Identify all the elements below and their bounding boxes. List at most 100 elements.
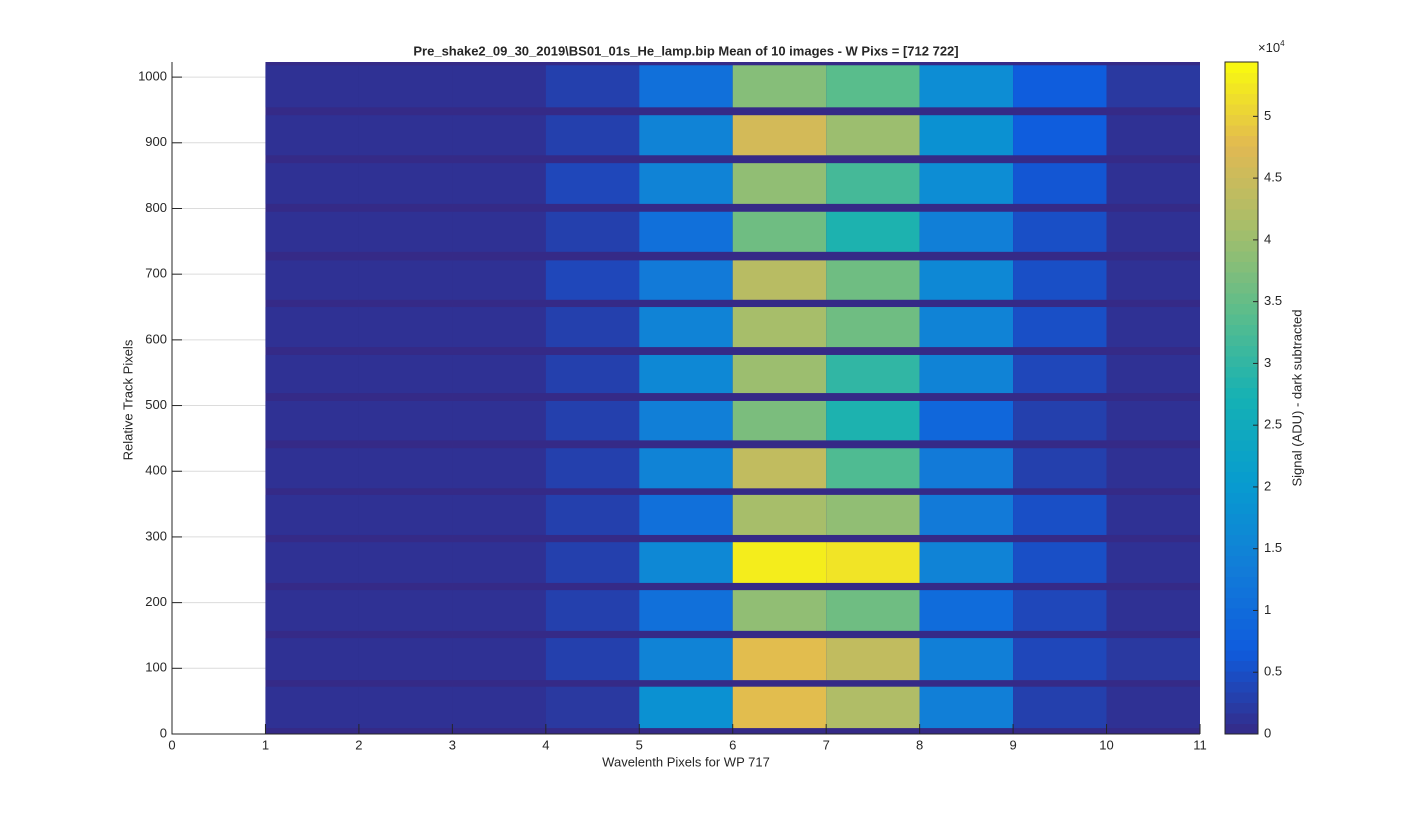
- x-tick-label: 10: [1099, 737, 1113, 752]
- heatmap-cell: [639, 494, 733, 535]
- colorbar-segment: [1225, 146, 1258, 157]
- colorbar-label: Signal (ADU) - dark subtracted: [1289, 309, 1304, 486]
- x-axis-label: Wavelenth Pixels for WP 717: [602, 754, 770, 769]
- heatmap-cell: [358, 400, 453, 441]
- heatmap-cell: [639, 307, 733, 348]
- colorbar-segment: [1225, 545, 1258, 556]
- heatmap-cell: [452, 590, 546, 631]
- colorbar-tick-label: 2: [1264, 478, 1271, 493]
- heatmap-cell: [826, 307, 920, 348]
- heatmap-cell: [1106, 638, 1200, 681]
- x-tick-label: 7: [823, 737, 830, 752]
- heatmap-cell: [826, 590, 920, 631]
- heatmap-cell: [919, 686, 1014, 729]
- heatmap-cell: [265, 400, 359, 441]
- heatmap-cell: [919, 590, 1014, 631]
- heatmap-cell: [732, 494, 827, 535]
- colorbar-segment: [1225, 303, 1258, 315]
- heatmap-cell: [452, 65, 546, 108]
- heatmap-cell: [639, 542, 733, 583]
- heatmap-cell: [732, 65, 827, 108]
- colorbar-segment: [1225, 681, 1258, 693]
- heatmap-cell: [826, 686, 920, 729]
- heatmap-cell: [826, 354, 920, 394]
- heatmap-cell: [265, 65, 359, 108]
- x-tick-label: 5: [636, 737, 643, 752]
- y-tick-label: 300: [145, 528, 167, 543]
- heatmap-cell: [265, 260, 359, 300]
- heatmap-cell: [1013, 542, 1107, 583]
- colorbar-segment: [1225, 219, 1258, 231]
- heatmap-cell: [826, 542, 920, 583]
- colorbar-segment: [1225, 93, 1258, 105]
- heatmap-cell: [1013, 494, 1107, 535]
- heatmap-cell: [1106, 542, 1200, 583]
- heatmap-cell: [919, 542, 1014, 583]
- heatmap-cell: [265, 163, 359, 204]
- heatmap-cell: [919, 638, 1014, 681]
- heatmap-cell: [639, 354, 733, 394]
- heatmap-cell: [1013, 638, 1107, 681]
- colorbar-tick-label: 3.5: [1264, 293, 1282, 308]
- colorbar-segment: [1225, 62, 1258, 73]
- heatmap-cell: [1106, 448, 1200, 489]
- heatmap-cell: [639, 686, 733, 729]
- colorbar-tick-label: 0.5: [1264, 664, 1282, 679]
- colorbar-segment: [1225, 83, 1258, 94]
- colorbar-segment: [1225, 282, 1258, 294]
- heatmap-cell: [919, 260, 1014, 300]
- heatmap-cell: [265, 542, 359, 583]
- heatmap-cell: [452, 260, 546, 300]
- heatmap-cell: [919, 307, 1014, 348]
- heatmap-cell: [732, 307, 827, 348]
- heatmap-cell: [639, 115, 733, 156]
- heatmap-cell: [1106, 115, 1200, 156]
- heatmap-cell: [826, 260, 920, 300]
- colorbar-segment: [1225, 198, 1258, 210]
- heatmap-cell: [452, 400, 546, 441]
- heatmap-cell: [732, 542, 827, 583]
- heatmap-cell: [265, 494, 359, 535]
- heatmap-cell: [1013, 354, 1107, 394]
- y-tick-label: 100: [145, 660, 167, 675]
- y-tick-label: 400: [145, 463, 167, 478]
- x-tick-label: 8: [916, 737, 923, 752]
- heatmap-cell: [1106, 590, 1200, 631]
- x-tick-label: 11: [1193, 737, 1207, 752]
- heatmap-cell: [265, 211, 359, 252]
- heatmap-cell: [919, 448, 1014, 489]
- colorbar-segment: [1225, 356, 1258, 367]
- heatmap-cell: [545, 354, 640, 394]
- colorbar-tick-label: 1.5: [1264, 540, 1282, 555]
- colorbar-segment: [1225, 524, 1258, 535]
- heatmap-cell: [826, 65, 920, 108]
- heatmap-cell: [452, 686, 546, 729]
- heatmap-cell: [732, 590, 827, 631]
- y-tick-label: 700: [145, 266, 167, 281]
- heatmap-cell: [1013, 448, 1107, 489]
- colorbar-segment: [1225, 408, 1258, 420]
- colorbar-segment: [1225, 723, 1258, 735]
- heatmap-cell: [545, 307, 640, 348]
- heatmap-cell: [919, 354, 1014, 394]
- colorbar-segment: [1225, 293, 1258, 304]
- heatmap-cell: [732, 448, 827, 489]
- heatmap-cell: [1106, 686, 1200, 729]
- heatmap-cell: [639, 590, 733, 631]
- chart-title: Pre_shake2_09_30_2019\BS01_01s_He_lamp.b…: [413, 43, 958, 58]
- heatmap-cell: [919, 211, 1014, 252]
- colorbar-segment: [1225, 566, 1258, 577]
- heatmap-cell: [1013, 115, 1107, 156]
- colorbar-frame: [1224, 61, 1259, 735]
- heatmap-cell: [1013, 163, 1107, 204]
- heatmap-cell: [452, 448, 546, 489]
- colorbar-segment: [1225, 177, 1258, 189]
- colorbar-segment: [1225, 461, 1258, 472]
- colorbar-segment: [1225, 135, 1258, 147]
- colorbar-segment: [1225, 534, 1258, 546]
- heatmap-cell: [452, 542, 546, 583]
- colorbar-segment: [1225, 261, 1258, 273]
- heatmap-cell: [919, 115, 1014, 156]
- heatmap-cell: [358, 260, 453, 300]
- heatmap-cell: [1106, 260, 1200, 300]
